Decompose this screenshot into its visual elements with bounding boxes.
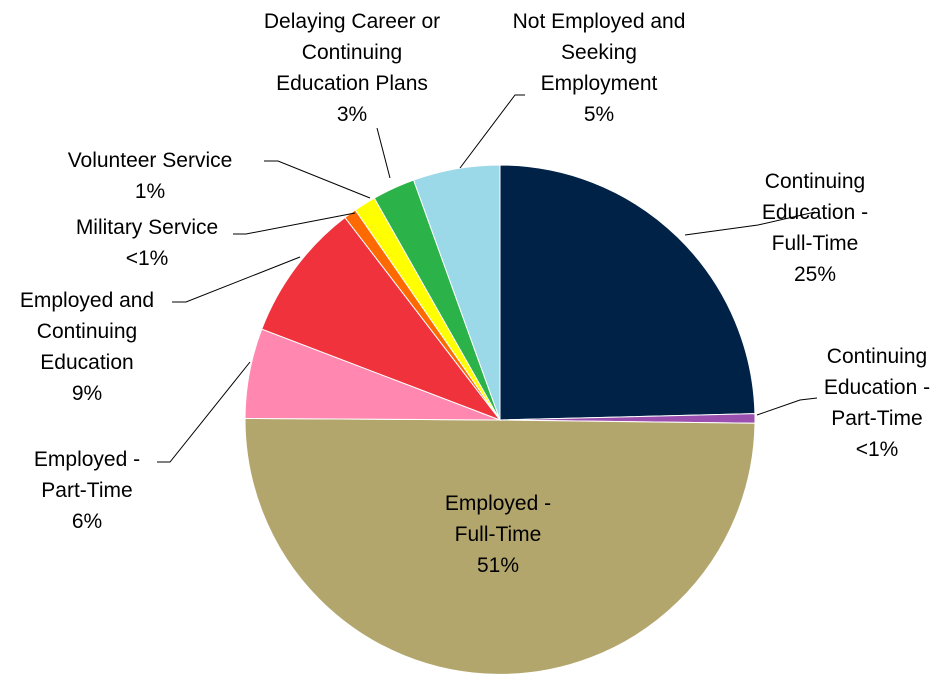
slice-label: Employed - Full-Time 51% xyxy=(445,492,551,577)
slice-percent-label: 5% xyxy=(584,103,614,126)
leader-line xyxy=(459,94,525,169)
pie-slice xyxy=(499,164,756,421)
leader-line xyxy=(756,397,818,416)
leader-line xyxy=(684,211,816,236)
slice-percent-label: 1% xyxy=(135,180,165,203)
slice-name-line: Continuing xyxy=(827,345,927,368)
slice-name-line: Education xyxy=(40,351,133,374)
slice-label: Employed and Continuing Education 9% xyxy=(20,289,154,405)
slice-name-line: Continuing xyxy=(37,320,137,343)
slice-name-line: Seeking xyxy=(561,41,637,64)
leader-line xyxy=(376,127,391,179)
leader-line xyxy=(233,212,356,235)
slice-percent-label: 25% xyxy=(794,263,836,286)
slice-name-line: Employment xyxy=(541,72,658,95)
slice-name-line: Continuing xyxy=(765,170,865,193)
slice-name-line: Education - xyxy=(762,201,868,224)
slice-label: Delaying Career or Continuing Education Pl… xyxy=(264,10,440,126)
slice-name-line: Education Plans xyxy=(276,72,428,95)
pie-slice xyxy=(261,216,502,422)
slice-label: Volunteer Service 1% xyxy=(68,149,233,203)
slice-percent-label: 9% xyxy=(72,382,102,405)
leader-lines xyxy=(157,94,818,463)
slice-percent-label: <1% xyxy=(126,247,169,270)
slice-labels: Continuing Education -Full-Time 25%Continu… xyxy=(20,10,930,577)
slice-name-line: Employed - xyxy=(34,448,140,471)
slice-label: Continuing Education - Full-Time 25% xyxy=(762,170,868,286)
pie-slice xyxy=(244,417,756,675)
slice-percent-label: 51% xyxy=(477,554,519,577)
slice-name-line: Delaying Career or xyxy=(264,10,440,33)
slice-name-line: Not Employed and xyxy=(513,10,686,33)
slice-name-line: Employed - xyxy=(445,492,551,515)
slice-name-line: Full-Time xyxy=(772,232,859,255)
slice-name-line: Education - xyxy=(824,376,930,399)
leader-line xyxy=(264,160,371,199)
slice-percent-label: 6% xyxy=(72,510,102,533)
leader-line xyxy=(172,256,301,303)
slice-label: Employed - Part-Time 6% xyxy=(34,448,140,533)
slice-name-line: Continuing xyxy=(302,41,402,64)
slice-name-line: Employed and xyxy=(20,289,154,312)
pie-slices xyxy=(244,164,756,675)
slice-label: Military Service <1% xyxy=(76,216,218,270)
slice-label: Continuing Education - Part-Time <1% xyxy=(824,345,930,461)
slice-name-line: Volunteer Service xyxy=(68,149,233,172)
slice-name-line: Military Service xyxy=(76,216,218,239)
slice-label: Not Employed and Seeking Employment 5% xyxy=(513,10,686,126)
slice-name-line: Part-Time xyxy=(831,407,922,430)
slice-percent-label: 3% xyxy=(337,103,367,126)
leader-line xyxy=(157,361,251,463)
slice-percent-label: <1% xyxy=(856,438,899,461)
slice-name-line: Full-Time xyxy=(455,523,542,546)
pie-slice xyxy=(412,164,501,421)
slice-name-line: Part-Time xyxy=(41,479,132,502)
